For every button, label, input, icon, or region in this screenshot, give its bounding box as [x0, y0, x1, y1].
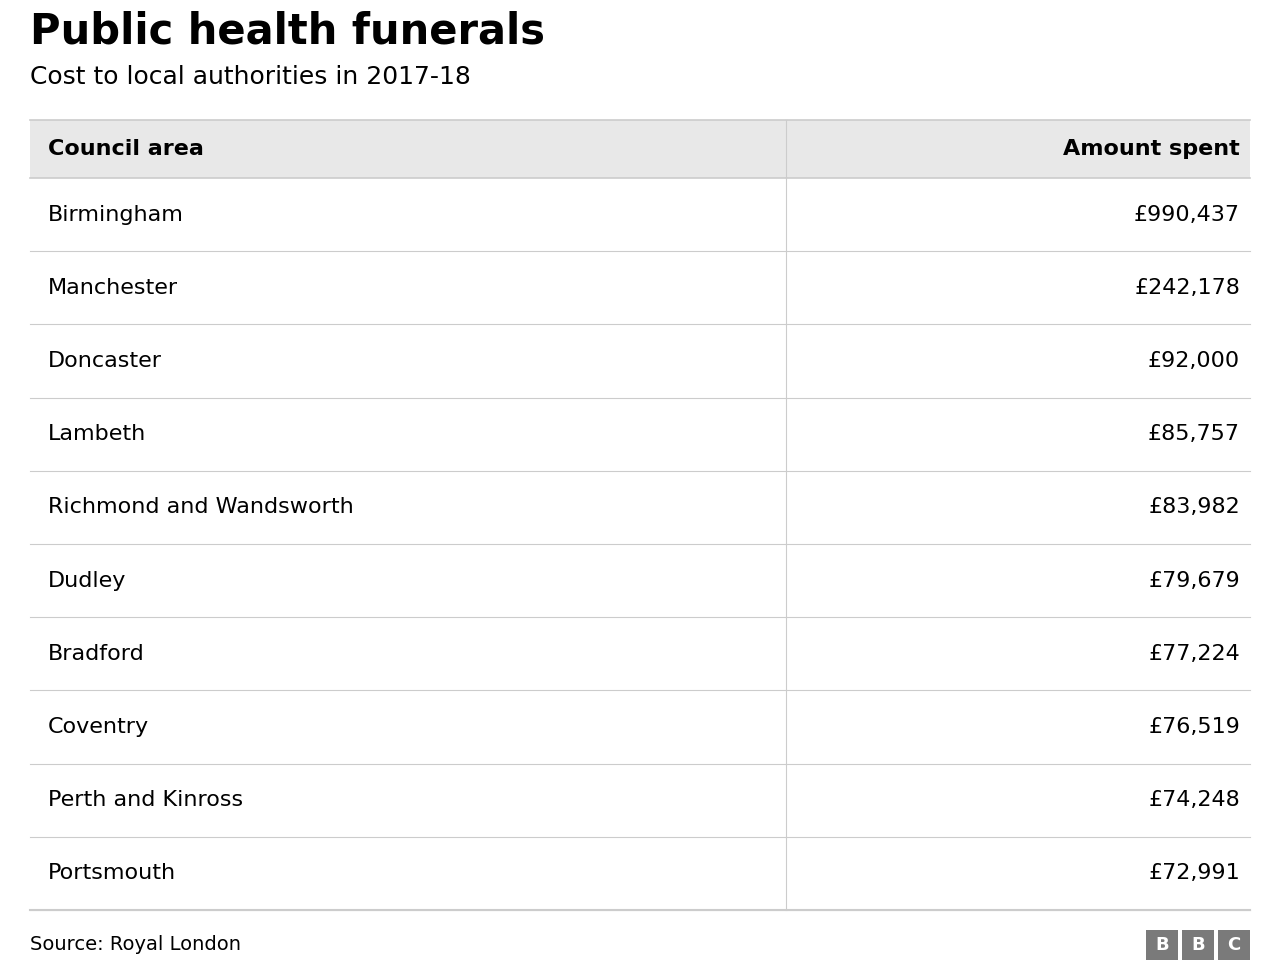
Text: £85,757: £85,757: [1148, 424, 1240, 444]
Text: Cost to local authorities in 2017-18: Cost to local authorities in 2017-18: [29, 65, 471, 89]
Text: Council area: Council area: [49, 139, 204, 159]
Text: Birmingham: Birmingham: [49, 204, 184, 225]
Text: Richmond and Wandsworth: Richmond and Wandsworth: [49, 498, 353, 518]
Text: Lambeth: Lambeth: [49, 424, 146, 444]
Text: Portsmouth: Portsmouth: [49, 863, 177, 884]
Text: Perth and Kinross: Perth and Kinross: [49, 790, 243, 810]
Text: £92,000: £92,000: [1148, 351, 1240, 371]
Text: Source: Royal London: Source: Royal London: [29, 935, 241, 954]
Text: Amount spent: Amount spent: [1064, 139, 1240, 159]
Bar: [1181, 930, 1213, 960]
Text: £990,437: £990,437: [1134, 204, 1240, 225]
Text: £74,248: £74,248: [1148, 790, 1240, 810]
Text: Bradford: Bradford: [49, 644, 145, 664]
Text: Doncaster: Doncaster: [49, 351, 163, 371]
Text: £242,178: £242,178: [1134, 278, 1240, 298]
Text: Public health funerals: Public health funerals: [29, 10, 545, 52]
Text: Coventry: Coventry: [49, 717, 150, 737]
Text: £76,519: £76,519: [1148, 717, 1240, 737]
Bar: [1146, 930, 1178, 960]
Bar: [29, 120, 1251, 178]
Text: £77,224: £77,224: [1148, 644, 1240, 664]
Bar: [1219, 930, 1251, 960]
Text: £83,982: £83,982: [1148, 498, 1240, 518]
Text: £72,991: £72,991: [1148, 863, 1240, 884]
Text: B: B: [1192, 936, 1204, 954]
Text: £79,679: £79,679: [1148, 570, 1240, 590]
Text: C: C: [1228, 936, 1240, 954]
Text: B: B: [1155, 936, 1169, 954]
Text: Manchester: Manchester: [49, 278, 178, 298]
Text: Dudley: Dudley: [49, 570, 127, 590]
